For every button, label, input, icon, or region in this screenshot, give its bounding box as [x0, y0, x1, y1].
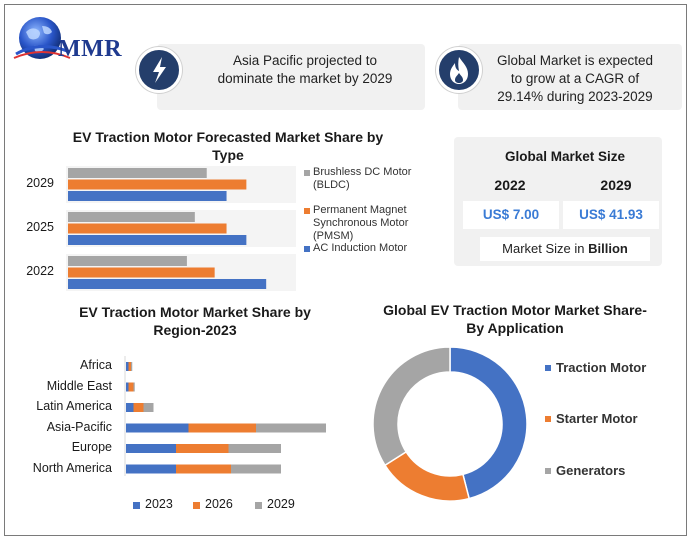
chart-title-line: Type	[212, 147, 244, 163]
legend-swatch	[545, 365, 551, 371]
chart-title-line: Global EV Traction Motor Market Share-	[383, 302, 647, 318]
legend-swatch	[304, 170, 310, 176]
chart-title-line: EV Traction Motor Market Share by	[79, 304, 311, 320]
info-line: dominate the market by 2029	[217, 71, 393, 86]
market-size-year-2029: 2029	[600, 177, 632, 193]
flame-icon	[450, 57, 468, 84]
info-line: to grow at a CAGR of	[510, 71, 640, 86]
y-tick-label: North America	[32, 460, 112, 475]
info-text-asia-pacific: Asia Pacific projected to dominate the m…	[190, 52, 420, 88]
globe-icon	[13, 17, 71, 59]
legend-line: (PMSM)	[313, 230, 354, 242]
legend-entry: Brushless DC Motor (BLDC)	[313, 166, 423, 192]
chart-title-line: EV Traction Motor Forecasted Market Shar…	[72, 129, 384, 145]
info-badge	[136, 47, 182, 93]
y-tick-label: 2025	[26, 220, 54, 234]
legend-line: (BLDC)	[313, 179, 350, 191]
legend-swatch	[133, 502, 140, 509]
legend-line: Permanent Magnet	[313, 204, 407, 216]
legend-swatch	[545, 468, 551, 474]
y-tick-label: Asia-Pacific	[46, 419, 112, 434]
legend-label: Traction Motor	[556, 360, 647, 375]
legend-swatch	[255, 502, 262, 509]
market-size-title: Global Market Size	[504, 149, 626, 164]
logo-text: MMR	[58, 36, 123, 62]
y-tick-label: Europe	[71, 440, 112, 454]
y-tick-label: Latin America	[36, 399, 112, 413]
legend-label: Generators	[556, 463, 626, 478]
chart-title-type: EV Traction Motor Forecasted Market Shar…	[48, 128, 408, 164]
legend-swatch	[193, 502, 200, 509]
legend-line: Synchronous Motor	[313, 217, 409, 229]
logo: MMR	[12, 14, 140, 70]
legend-label: 2029	[267, 497, 295, 511]
y-tick-label: Middle East	[46, 378, 112, 393]
legend-line: AC Induction Motor	[313, 242, 408, 254]
legend-entry: Permanent Magnet Synchronous Motor (PMSM)	[313, 204, 423, 243]
legend-swatch	[304, 246, 310, 252]
legend-label: 2023	[145, 497, 173, 511]
info-line: Asia Pacific projected to	[232, 53, 378, 68]
legend-entry: AC Induction Motor	[313, 242, 423, 255]
chart-title-application: Global EV Traction Motor Market Share- B…	[370, 301, 660, 337]
info-box-cagr	[458, 44, 682, 110]
legend-line: Brushless DC Motor	[313, 166, 412, 178]
y-tick-label: 2029	[26, 176, 54, 190]
market-size-note-prefix: Market Size in	[502, 241, 589, 256]
market-size-year-2022: 2022	[494, 177, 526, 193]
legend-label: Starter Motor	[556, 411, 638, 426]
legend-label: 2026	[205, 497, 233, 511]
chart-title-line: By Application	[466, 320, 564, 336]
legend-swatch	[545, 416, 551, 422]
y-tick-label: Africa	[80, 358, 112, 372]
lightning-icon	[153, 57, 166, 83]
info-box-asia-pacific	[157, 44, 425, 110]
market-size-value-2029: US$ 41.93	[563, 201, 659, 229]
chart-title-line: Region-2023	[153, 322, 237, 338]
chart-title-region: EV Traction Motor Market Share by Region…	[50, 303, 340, 339]
market-size-note-unit: Billion	[588, 241, 628, 256]
market-size-value-2022: US$ 7.00	[463, 201, 559, 229]
legend-swatch	[304, 208, 310, 214]
info-text-cagr: Global Market is expected to grow at a C…	[470, 52, 680, 106]
y-tick-label: 2022	[26, 264, 54, 278]
info-line: 29.14% during 2023-2029	[497, 89, 653, 104]
info-line: Global Market is expected	[496, 53, 654, 68]
info-badge	[436, 47, 482, 93]
market-size-note: Market Size in Billion	[480, 237, 650, 261]
